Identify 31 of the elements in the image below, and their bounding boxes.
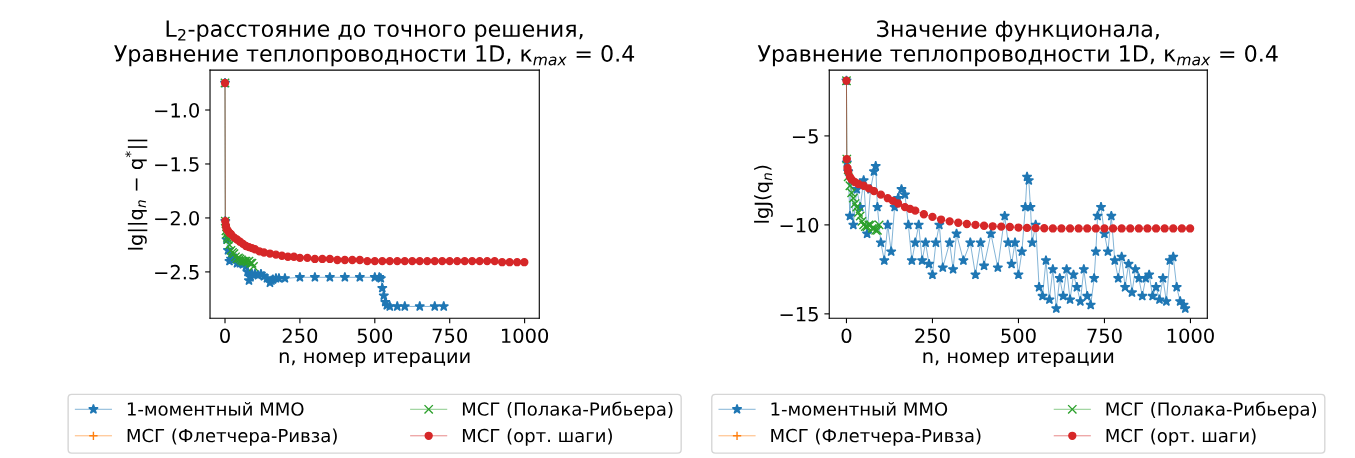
- chart-title: L$_{2}$-расстояние до точного решения, Уравнение теплопроводности 1D, κ$_{max}$ = 0.4: [114, 20, 635, 67]
- x-tick-label: 0: [220, 328, 230, 344]
- x-tick-label: 1000: [1167, 328, 1214, 344]
- y-tick-label: −15: [780, 307, 818, 322]
- x-tick-label: 750: [1087, 328, 1122, 344]
- legend-label: МСГ (орт. шаги): [462, 428, 612, 446]
- x-tick-label: 250: [282, 328, 318, 344]
- legend-label: МСГ (Флетчера-Ривза): [771, 428, 981, 446]
- legend-label: МСГ (Полака-Рибьера): [1106, 401, 1317, 420]
- legend-label: МСГ (Флетчера-Ривза): [127, 428, 337, 446]
- legend-label: МСГ (орт. шаги): [1106, 428, 1256, 446]
- chart-title: Значение функционала, Уравнение теплопроводности 1D, κ$_{max}$ = 0.4: [757, 20, 1278, 67]
- y-tick-label: −1.5: [155, 157, 199, 172]
- y-tick-label: −10: [780, 217, 819, 233]
- y-tick-label: −2.5: [155, 264, 199, 280]
- x-tick-label: 250: [915, 328, 950, 344]
- y-tick-label: −5: [792, 129, 818, 144]
- legend-label: 1-моментный ММО: [127, 401, 304, 416]
- x-tick-label: 500: [357, 328, 393, 344]
- x-tick-label: 750: [432, 328, 467, 344]
- legend-label: МСГ (Полака-Рибьера): [462, 401, 673, 420]
- legend-label: 1-моментный ММО: [771, 401, 948, 416]
- x-axis-title: n, номер итерации: [923, 352, 1114, 368]
- x-tick-label: 1000: [502, 328, 549, 344]
- y-tick-label: −2.0: [155, 210, 200, 226]
- x-tick-label: 500: [1001, 328, 1036, 344]
- y-axis-title: lg||q$_{n}$ − q$^{*}$||: [125, 139, 148, 250]
- y-tick-label: −1.0: [155, 102, 200, 118]
- x-axis-title: n, номер итерации: [279, 352, 470, 368]
- y-axis-title: lgJ(q$_{n}$): [754, 165, 773, 223]
- x-tick-label: 0: [841, 328, 852, 344]
